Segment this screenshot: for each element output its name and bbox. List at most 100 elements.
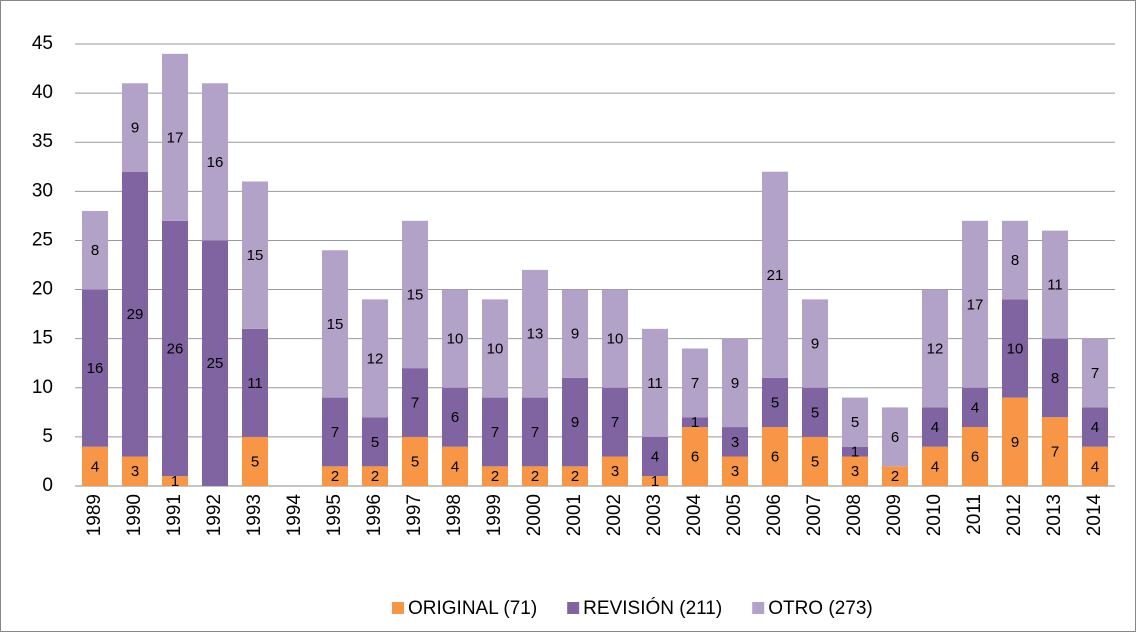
data-label: 9 <box>571 414 579 431</box>
bar-segment <box>442 446 468 486</box>
bar-segment <box>1002 220 1028 300</box>
data-label: 11 <box>647 375 663 392</box>
x-tick-label: 1991 <box>164 494 185 536</box>
data-label: 21 <box>767 267 784 284</box>
data-label: 1 <box>171 473 179 490</box>
data-label: 2 <box>491 468 499 485</box>
data-label: 4 <box>91 458 99 475</box>
bar-segment <box>1002 299 1028 398</box>
bar-segment <box>242 181 268 329</box>
data-label: 9 <box>1011 434 1019 451</box>
data-label: 8 <box>1051 370 1059 387</box>
data-label: 9 <box>571 326 579 343</box>
bar-segment <box>522 269 548 398</box>
data-label: 1 <box>691 414 699 431</box>
data-label: 15 <box>407 286 424 303</box>
data-label: 7 <box>411 394 419 411</box>
data-label: 6 <box>771 449 779 466</box>
bar-segment <box>362 417 388 467</box>
x-tick-label: 1997 <box>404 494 425 536</box>
bar-segment <box>1042 338 1068 418</box>
bar-segment <box>722 338 748 428</box>
bar-segment <box>1082 407 1108 447</box>
data-label: 3 <box>731 463 739 480</box>
x-tick-label: 1994 <box>284 494 305 537</box>
x-tick-label: 2010 <box>924 494 945 536</box>
data-label: 10 <box>1007 340 1024 357</box>
bar-segment <box>122 171 148 457</box>
data-label: 3 <box>851 463 859 480</box>
data-label: 2 <box>571 468 579 485</box>
data-label: 7 <box>491 424 499 441</box>
x-tick-label: 2006 <box>764 494 785 536</box>
y-tick-label: 25 <box>32 229 53 250</box>
bar-segment <box>1042 417 1068 486</box>
y-tick-label: 10 <box>32 377 53 398</box>
legend-label: REVISIÓN (211) <box>583 597 722 619</box>
data-label: 2 <box>331 468 339 485</box>
bar-segment <box>362 299 388 418</box>
bar-segment <box>562 377 588 467</box>
data-label: 10 <box>487 340 504 357</box>
bar-segment <box>402 220 428 369</box>
data-label: 15 <box>247 247 264 264</box>
bar-segment <box>1002 397 1028 486</box>
data-label: 4 <box>1091 419 1099 436</box>
data-label: 4 <box>931 419 939 436</box>
data-label: 7 <box>531 424 539 441</box>
bar-segment <box>602 456 628 486</box>
y-tick-label: 30 <box>32 180 53 201</box>
x-tick-label: 1996 <box>364 494 385 536</box>
bar-segment <box>762 377 788 428</box>
bar-segment <box>802 387 828 437</box>
bar-segment <box>962 220 988 388</box>
data-label: 6 <box>691 449 699 466</box>
data-label: 16 <box>207 154 224 171</box>
x-tick-label: 2007 <box>804 494 825 536</box>
bar-segment <box>442 289 468 388</box>
data-label: 5 <box>851 414 859 431</box>
bar-segment <box>322 466 348 486</box>
bar-segment <box>642 328 668 437</box>
x-tick-label: 2014 <box>1084 494 1105 537</box>
x-tick-label: 2003 <box>644 494 665 536</box>
data-label: 4 <box>451 458 459 475</box>
x-tick-label: 1989 <box>84 494 105 536</box>
bar-segment <box>722 427 748 457</box>
data-label: 7 <box>611 414 619 431</box>
bar-segment <box>722 456 748 486</box>
x-tick-label: 1998 <box>444 494 465 536</box>
data-label: 2 <box>891 468 899 485</box>
data-label: 7 <box>1051 444 1059 461</box>
data-label: 15 <box>327 316 344 333</box>
x-tick-label: 1999 <box>484 494 505 536</box>
x-tick-label: 2012 <box>1004 494 1025 536</box>
y-tick-label: 45 <box>32 33 53 54</box>
bar-segment <box>682 417 708 428</box>
legend-label: ORIGINAL (71) <box>408 598 537 619</box>
data-label: 9 <box>811 336 819 353</box>
bar-segment <box>362 466 388 486</box>
bar-segment <box>202 83 228 241</box>
x-tick-label: 2013 <box>1044 494 1065 536</box>
bar-segment <box>82 446 108 486</box>
data-label: 5 <box>771 394 779 411</box>
bar-segment <box>922 289 948 408</box>
data-label: 17 <box>167 129 184 146</box>
bar-segment <box>482 466 508 486</box>
data-label: 6 <box>891 429 899 446</box>
data-label: 3 <box>731 434 739 451</box>
data-label: 4 <box>651 449 659 466</box>
x-tick-label: 1990 <box>124 494 145 536</box>
bar-segment <box>642 476 668 486</box>
x-tick-label: 2011 <box>964 494 985 535</box>
x-tick-label: 2008 <box>844 494 865 536</box>
x-tick-label: 2004 <box>684 494 705 537</box>
bar-segment <box>482 397 508 467</box>
bar-segment <box>1082 446 1108 486</box>
data-label: 5 <box>411 453 419 470</box>
bar-segment <box>202 240 228 486</box>
y-tick-label: 0 <box>42 475 53 496</box>
y-tick-label: 20 <box>32 279 53 300</box>
bar-segment <box>562 289 588 378</box>
